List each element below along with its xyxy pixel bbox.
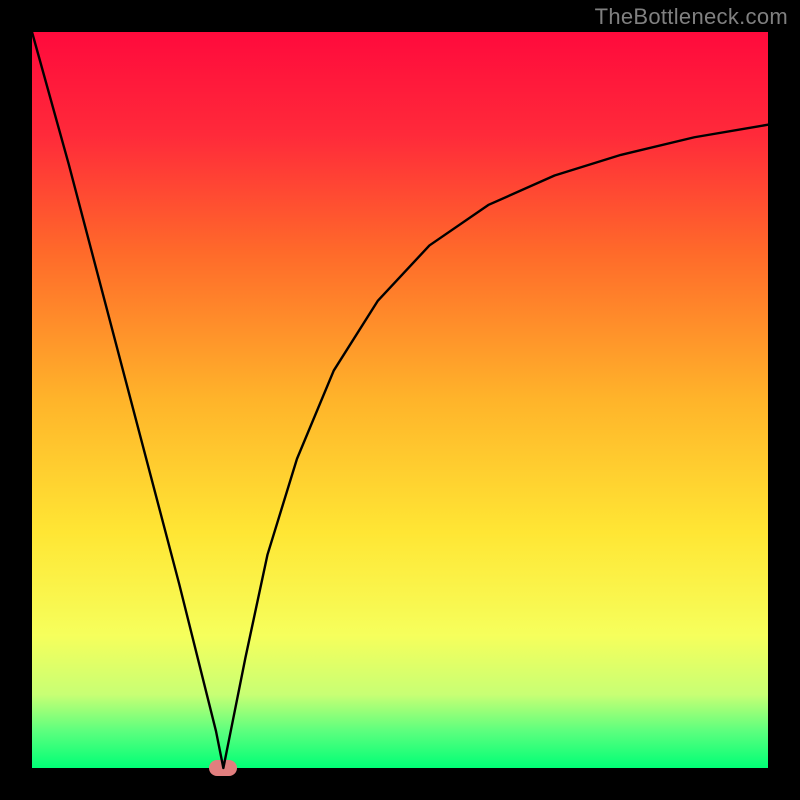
watermark-text: TheBottleneck.com bbox=[595, 4, 788, 30]
plot-area bbox=[32, 32, 768, 768]
minimum-marker bbox=[209, 760, 237, 776]
gradient-background bbox=[32, 32, 768, 768]
